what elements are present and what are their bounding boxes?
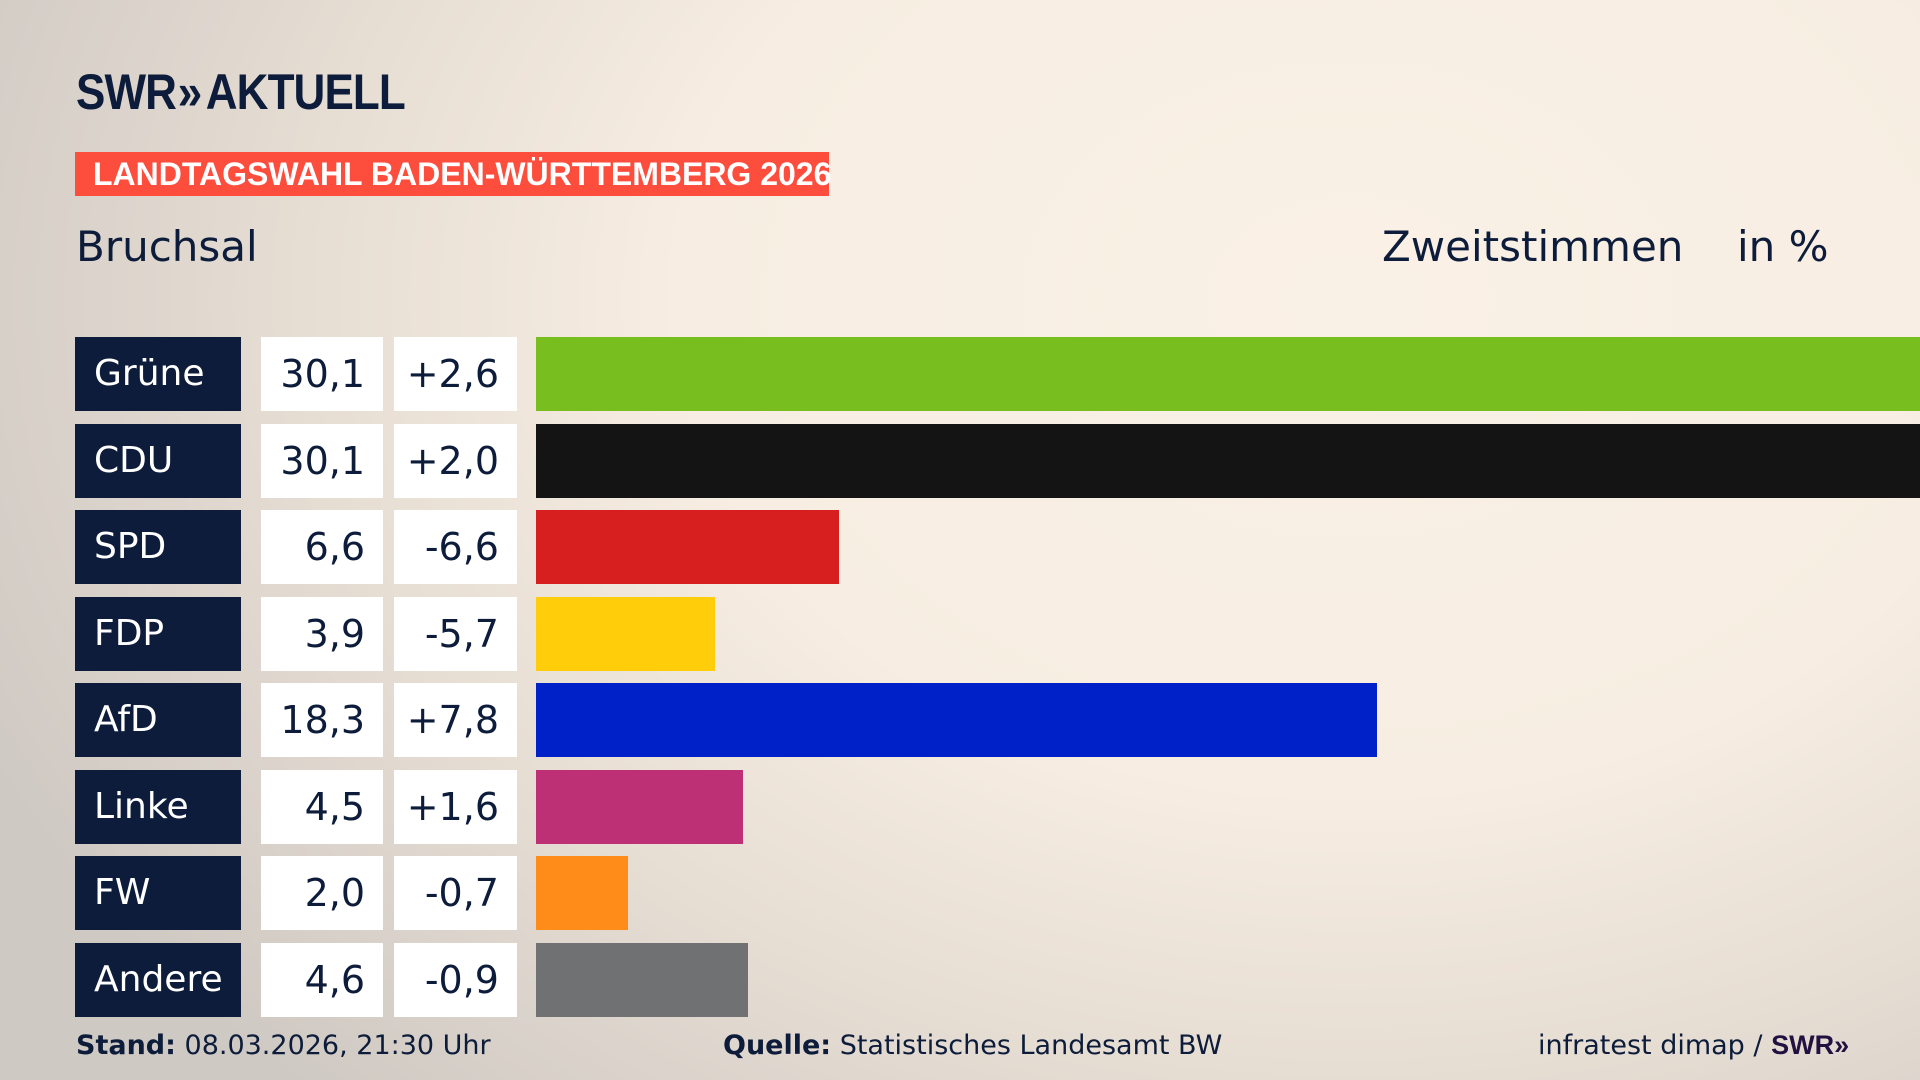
bar (536, 510, 840, 584)
diff-label: -0,9 (394, 942, 517, 1017)
stand: Stand: 08.03.2026, 21:30 Uhr (76, 1030, 491, 1061)
diff-label: -0,7 (394, 856, 517, 930)
credit-text: infratest dimap / (1538, 1030, 1763, 1061)
stand-label: Stand: (76, 1030, 176, 1061)
value-label: 6,6 (261, 510, 383, 584)
swr-aktuell-logo: SWR» AKTUELL (76, 64, 406, 120)
party-label: FW (75, 856, 241, 930)
swr-logo-small: SWR» (1771, 1030, 1850, 1060)
value-label: 2,0 (261, 856, 383, 930)
party-label: AfD (75, 683, 241, 757)
quelle: Quelle: Statistisches Landesamt BW (723, 1030, 1222, 1061)
chart-subtitle: Zweitstimmen (1382, 222, 1684, 271)
value-label: 30,1 (261, 423, 383, 498)
bar (536, 856, 628, 930)
unit-label: in % (1737, 222, 1829, 271)
party-label: SPD (75, 510, 241, 584)
party-label: FDP (75, 596, 241, 671)
bar (536, 596, 716, 671)
quelle-label: Quelle: (723, 1030, 832, 1061)
value-label: 4,6 (261, 942, 383, 1017)
bar (536, 769, 743, 844)
diff-label: -6,6 (394, 510, 517, 584)
value-label: 30,1 (261, 337, 383, 411)
diff-label: -5,7 (394, 596, 517, 671)
chevron-icon: » (177, 64, 202, 120)
bar (536, 942, 748, 1017)
bar (536, 423, 1920, 498)
quelle-value: Statistisches Landesamt BW (839, 1030, 1223, 1061)
party-label: Grüne (75, 337, 241, 411)
diff-label: +2,0 (394, 423, 517, 498)
stand-value: 08.03.2026, 21:30 Uhr (184, 1030, 491, 1061)
party-label: Andere (75, 942, 241, 1017)
value-label: 18,3 (261, 683, 383, 757)
bar (536, 337, 1920, 411)
election-banner: LANDTAGSWAHL BADEN-WÜRTTEMBERG 2026 (75, 152, 831, 196)
diff-label: +7,8 (394, 683, 517, 757)
party-label: CDU (75, 423, 241, 498)
diff-label: +2,6 (394, 337, 517, 411)
value-label: 4,5 (261, 769, 383, 844)
party-label: Linke (75, 769, 241, 844)
value-label: 3,9 (261, 596, 383, 671)
credit: infratest dimap / SWR» (1538, 1030, 1849, 1061)
bar (536, 683, 1378, 757)
diff-label: +1,6 (394, 769, 517, 844)
logo-aktuell: AKTUELL (205, 64, 406, 120)
chart-title: Bruchsal (76, 222, 258, 271)
logo-swr: SWR (76, 64, 177, 120)
